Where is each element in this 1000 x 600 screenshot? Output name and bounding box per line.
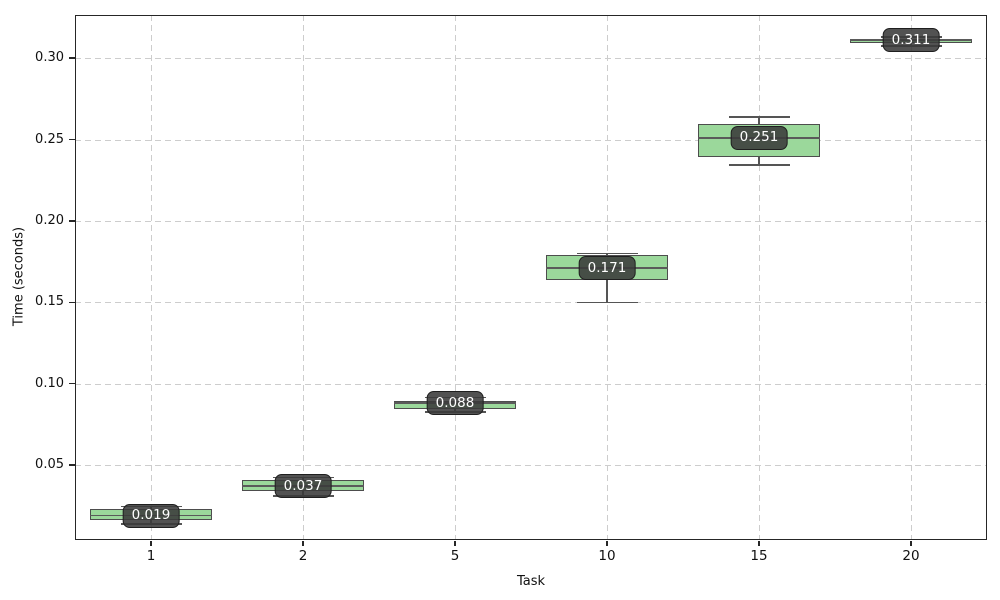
y-tick-mark bbox=[69, 138, 75, 141]
y-tick-mark bbox=[69, 383, 75, 385]
x-tick-mark bbox=[606, 541, 608, 546]
x-axis-title: Task bbox=[516, 574, 546, 589]
x-tick-label: 10 bbox=[598, 548, 616, 564]
h-gridline bbox=[75, 302, 987, 304]
h-gridline bbox=[75, 139, 987, 141]
y-tick-mark bbox=[69, 57, 75, 59]
upper-whisker-line bbox=[758, 116, 760, 125]
y-tick-mark bbox=[69, 220, 75, 222]
h-gridline bbox=[75, 465, 987, 467]
x-tick-label: 1 bbox=[146, 548, 156, 564]
x-tick-label: 5 bbox=[450, 548, 460, 564]
x-tick-mark bbox=[910, 541, 912, 546]
y-tick-label: 0.30 bbox=[35, 50, 64, 66]
v-gridline bbox=[911, 15, 912, 540]
upper-whisker-cap bbox=[576, 252, 638, 255]
y-tick-label: 0.20 bbox=[35, 212, 64, 228]
median-value-label: 0.311 bbox=[882, 28, 940, 53]
h-gridline bbox=[75, 220, 987, 222]
y-tick-mark bbox=[69, 464, 75, 466]
v-gridline bbox=[303, 15, 304, 540]
upper-whisker-line bbox=[606, 253, 608, 256]
y-tick-label: 0.25 bbox=[35, 131, 64, 147]
x-tick-mark bbox=[454, 541, 456, 546]
y-tick-mark bbox=[69, 301, 75, 304]
x-tick-label: 15 bbox=[750, 548, 768, 564]
lower-whisker-line bbox=[758, 156, 760, 165]
median-value-label: 0.037 bbox=[274, 474, 332, 499]
lower-whisker-line bbox=[606, 280, 608, 303]
h-gridline bbox=[75, 58, 987, 60]
y-tick-label: 0.05 bbox=[35, 457, 64, 473]
y-tick-label: 0.15 bbox=[35, 294, 64, 310]
median-value-label: 0.088 bbox=[426, 391, 484, 416]
lower-whisker-cap bbox=[728, 163, 790, 166]
median-value-label: 0.251 bbox=[730, 125, 788, 150]
y-axis-title: Time (seconds) bbox=[11, 226, 27, 326]
x-tick-mark bbox=[150, 541, 152, 546]
v-gridline bbox=[759, 15, 760, 540]
median-value-label: 0.019 bbox=[122, 503, 180, 528]
lower-whisker-cap bbox=[576, 301, 638, 304]
v-gridline bbox=[151, 15, 152, 540]
x-tick-mark bbox=[758, 541, 760, 546]
axes-frame bbox=[75, 15, 987, 540]
upper-whisker-cap bbox=[728, 115, 790, 118]
y-tick-label: 0.10 bbox=[35, 375, 64, 391]
v-gridline bbox=[455, 15, 456, 540]
x-tick-label: 2 bbox=[298, 548, 308, 564]
x-tick-mark bbox=[302, 541, 304, 546]
h-gridline bbox=[75, 383, 987, 385]
x-tick-label: 20 bbox=[902, 548, 920, 564]
median-value-label: 0.171 bbox=[578, 256, 636, 281]
